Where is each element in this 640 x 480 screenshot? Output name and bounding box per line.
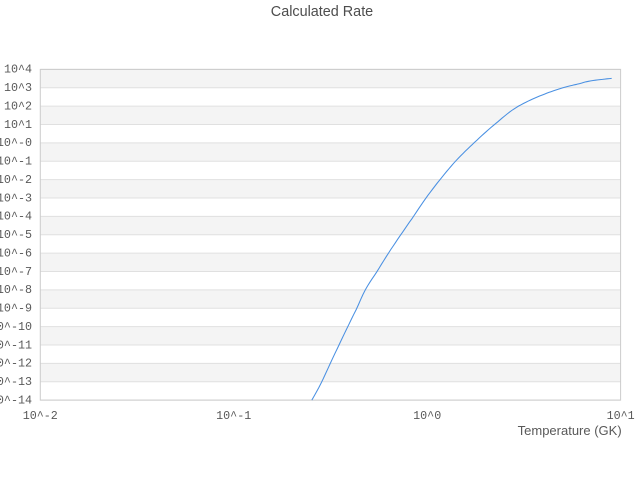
- svg-text:10^0: 10^0: [413, 409, 441, 423]
- svg-text:10^3: 10^3: [4, 81, 32, 95]
- svg-text:10^-1: 10^-1: [0, 155, 32, 169]
- svg-text:10^2: 10^2: [4, 99, 32, 113]
- svg-text:10^-2: 10^-2: [23, 409, 58, 423]
- svg-text:10^-13: 10^-13: [0, 375, 32, 389]
- svg-text:10^-5: 10^-5: [0, 228, 32, 242]
- svg-text:10^4: 10^4: [4, 63, 32, 77]
- svg-text:10^-4: 10^-4: [0, 210, 32, 224]
- svg-text:10^1: 10^1: [607, 409, 635, 423]
- svg-text:10^-6: 10^-6: [0, 246, 32, 260]
- svg-text:10^-14: 10^-14: [0, 393, 32, 407]
- svg-text:10^-1: 10^-1: [216, 409, 251, 423]
- svg-text:Temperature (GK): Temperature (GK): [518, 423, 622, 438]
- svg-text:10^-10: 10^-10: [0, 320, 32, 334]
- svg-text:10^-3: 10^-3: [0, 191, 32, 205]
- svg-text:10^-0: 10^-0: [0, 136, 32, 150]
- svg-text:10^-12: 10^-12: [0, 357, 32, 371]
- svg-text:Calculated Rate: Calculated Rate: [271, 4, 373, 20]
- svg-text:10^-9: 10^-9: [0, 302, 32, 316]
- svg-text:10^-2: 10^-2: [0, 173, 32, 187]
- svg-text:10^-11: 10^-11: [0, 338, 32, 352]
- svg-text:10^1: 10^1: [4, 118, 32, 132]
- svg-text:10^-7: 10^-7: [0, 265, 32, 279]
- svg-text:10^-8: 10^-8: [0, 283, 32, 297]
